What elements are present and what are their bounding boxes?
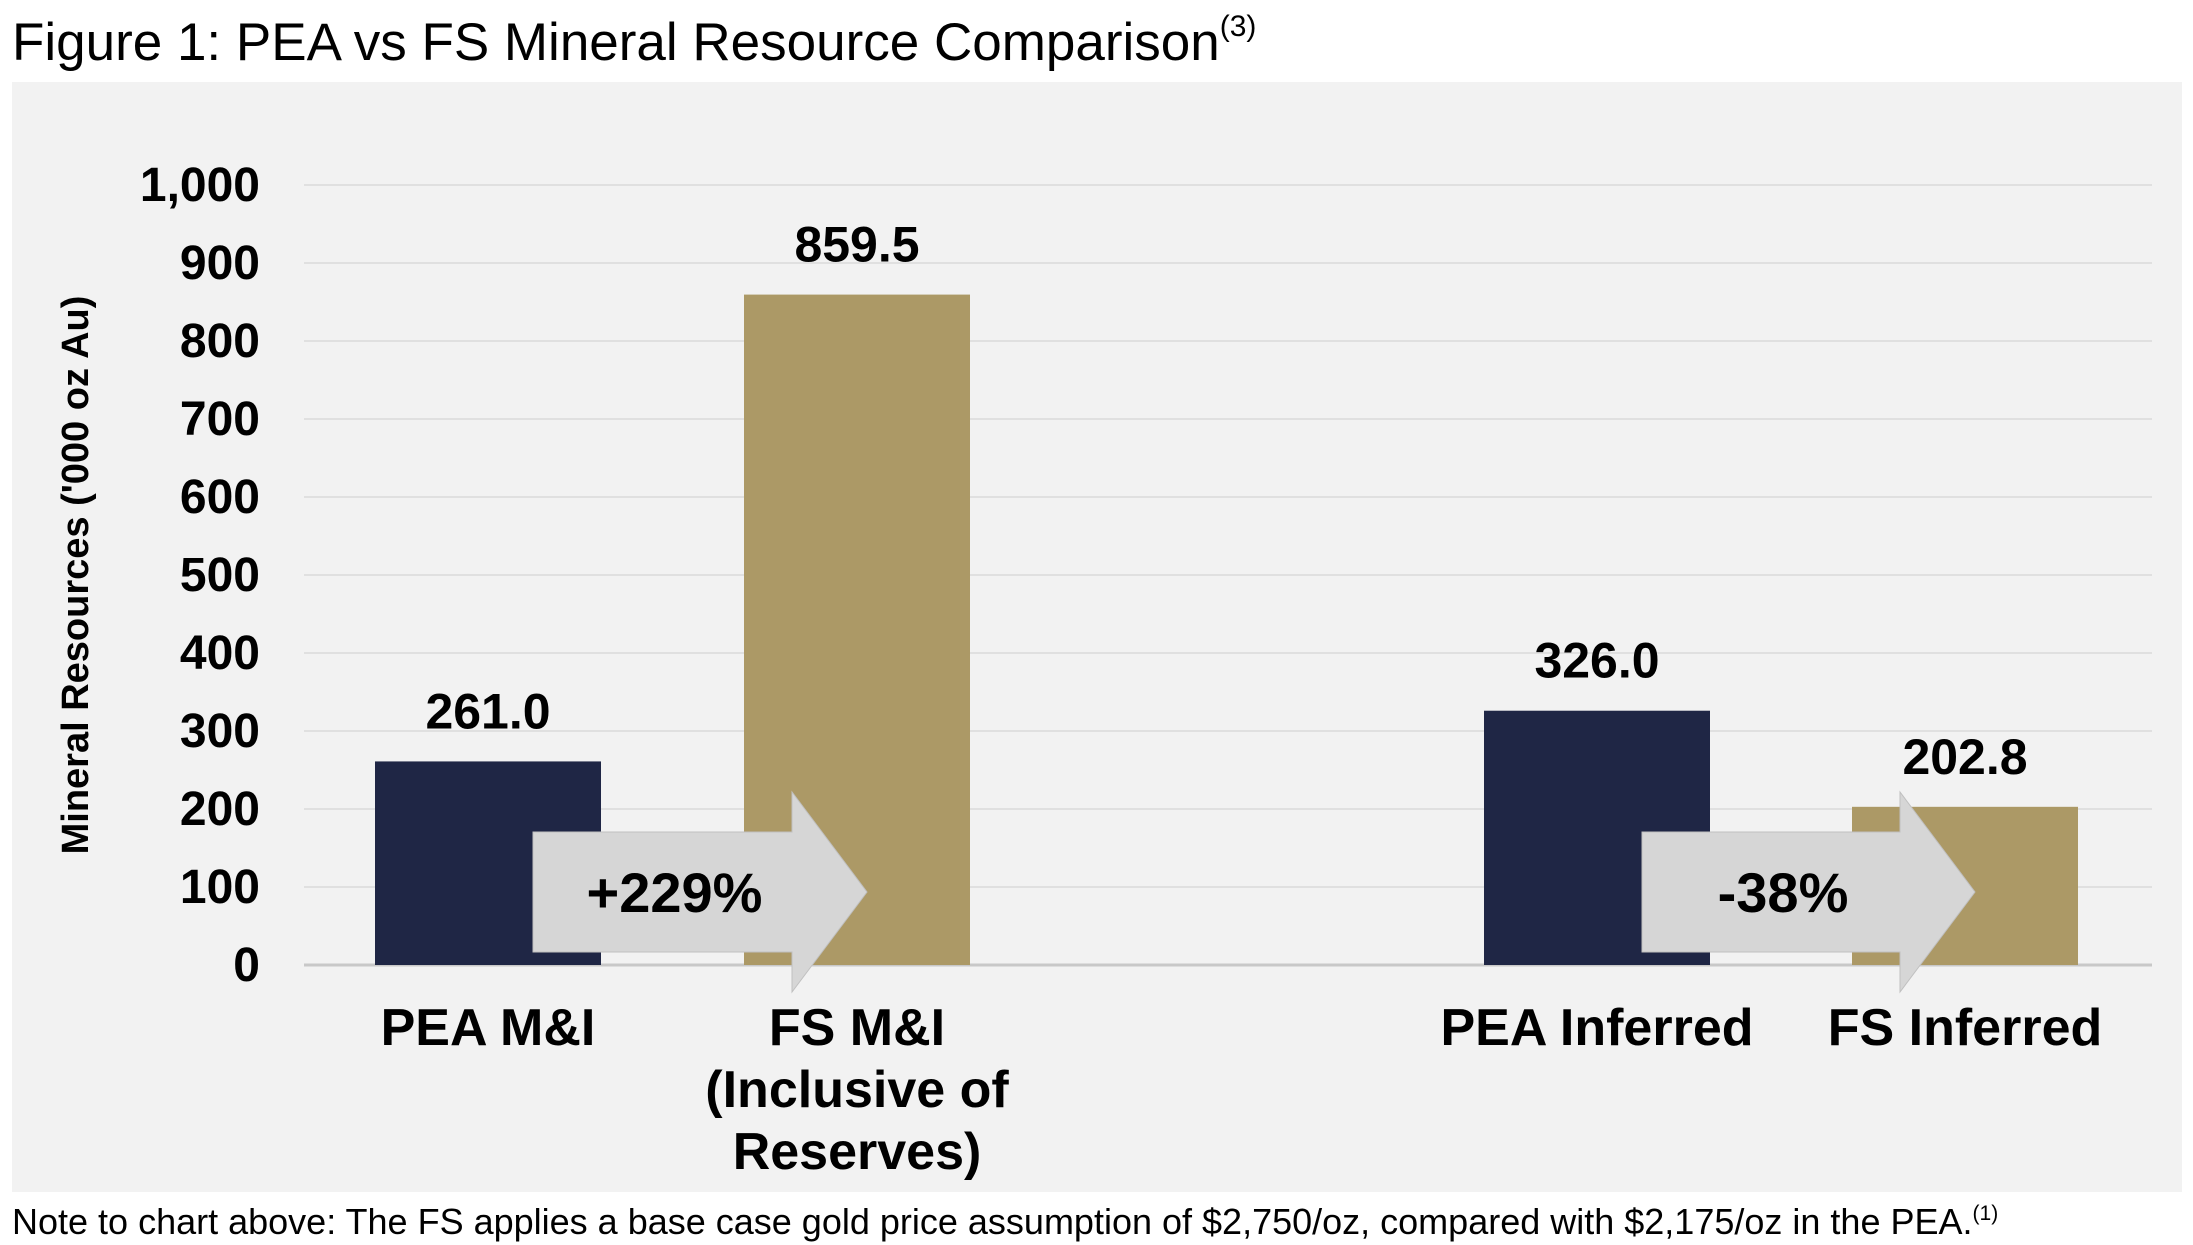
change-percent-label: -38% bbox=[1718, 861, 1849, 924]
data-label: 261.0 bbox=[425, 683, 550, 739]
category-label: Reserves) bbox=[733, 1123, 982, 1181]
chart-panel: 0 100 200 300 400 500 600 700 800 900 1,000 Mineral… bbox=[12, 82, 2182, 1192]
category-label: PEA M&I bbox=[381, 999, 596, 1057]
figure-title: Figure 1: PEA vs FS Mineral Resource Com… bbox=[12, 12, 1256, 72]
y-tick-label: 800 bbox=[180, 315, 260, 368]
y-tick-label: 0 bbox=[233, 939, 260, 992]
y-tick-label: 700 bbox=[180, 393, 260, 446]
y-tick-label: 100 bbox=[180, 861, 260, 914]
resource-comparison-chart: 0 100 200 300 400 500 600 700 800 900 1,000 Mineral… bbox=[55, 159, 2152, 1181]
figure-title-superscript: (3) bbox=[1219, 10, 1257, 43]
y-tick-label: 300 bbox=[180, 705, 260, 758]
y-tick-label: 1,000 bbox=[140, 159, 260, 212]
figure-title-text: Figure 1: PEA vs FS Mineral Resource Com… bbox=[12, 13, 1220, 72]
y-tick-label: 500 bbox=[180, 549, 260, 602]
change-percent-label: +229% bbox=[587, 861, 763, 924]
change-arrow bbox=[1641, 790, 1976, 994]
y-axis-label: Mineral Resources ('000 oz Au) bbox=[55, 296, 97, 855]
change-arrow bbox=[532, 790, 868, 994]
y-tick-label: 200 bbox=[180, 783, 260, 836]
category-label: FS M&I bbox=[769, 999, 945, 1057]
chart-note-text: Note to chart above: The FS applies a ba… bbox=[12, 1201, 1973, 1242]
y-tick-label: 900 bbox=[180, 237, 260, 290]
data-label: 859.5 bbox=[794, 217, 919, 273]
category-label: FS Inferred bbox=[1828, 999, 2103, 1057]
chart-note-superscript: (1) bbox=[1972, 1202, 1999, 1225]
data-label: 326.0 bbox=[1534, 633, 1659, 689]
category-label: PEA Inferred bbox=[1440, 999, 1753, 1057]
category-label: (Inclusive of bbox=[705, 1061, 1009, 1119]
y-tick-label: 400 bbox=[180, 627, 260, 680]
data-label: 202.8 bbox=[1902, 729, 2027, 785]
y-tick-label: 600 bbox=[180, 471, 260, 524]
chart-note: Note to chart above: The FS applies a ba… bbox=[12, 1200, 1998, 1243]
